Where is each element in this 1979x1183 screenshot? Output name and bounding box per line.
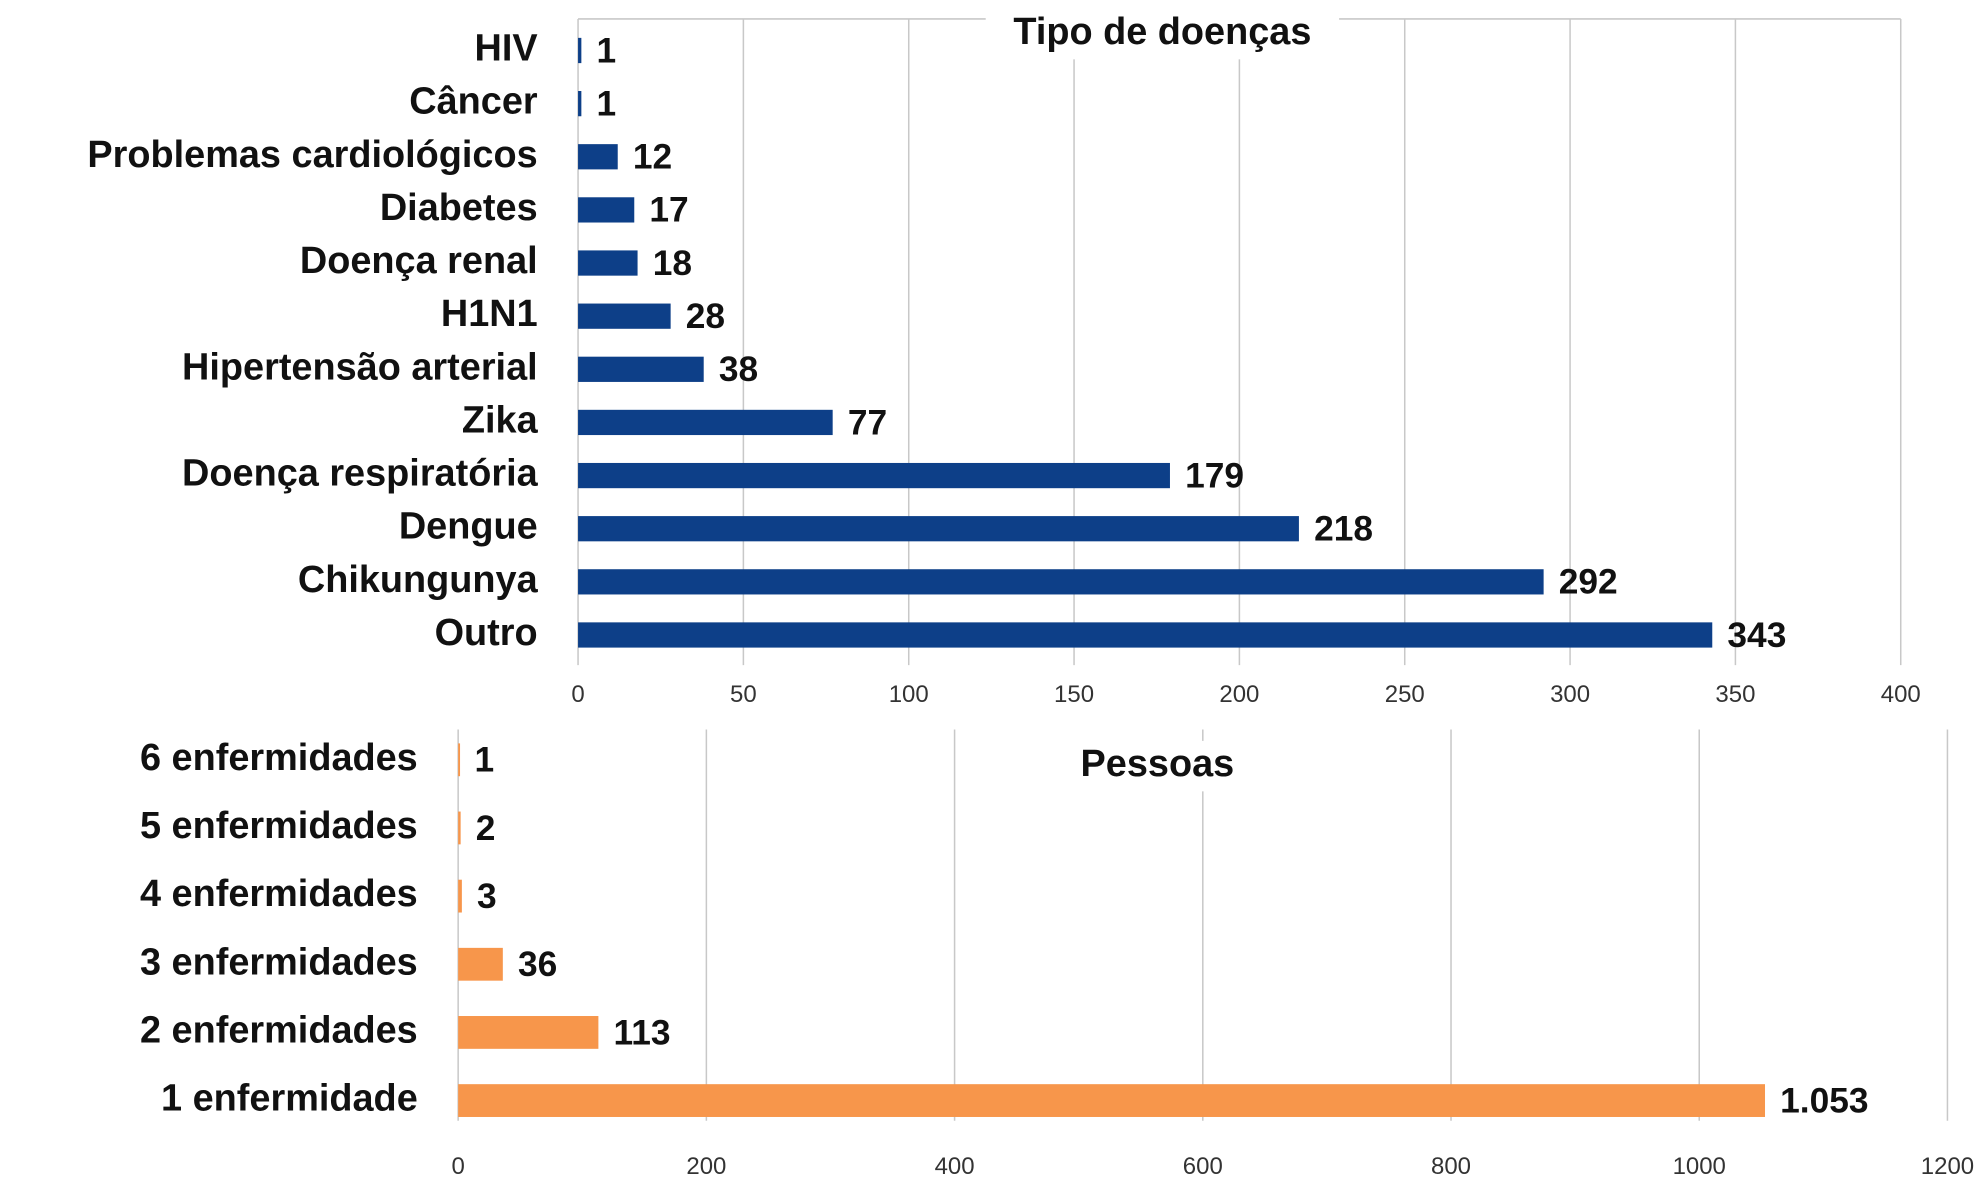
y-tick-label: Outro [435,612,538,654]
data-label: 36 [518,945,557,984]
x-tick-label: 0 [571,681,584,708]
data-label: 12 [633,138,672,177]
bar [458,879,462,913]
data-label: 1 [597,84,617,123]
data-label: 292 [1559,563,1618,602]
y-tick-label: 5 enfermidades [140,805,418,847]
x-tick-label: 1000 [1673,1153,1726,1180]
bar [578,144,618,170]
y-tick-label: 2 enfermidades [140,1009,418,1051]
x-tick-label: 250 [1385,681,1425,708]
data-label: 18 [653,244,692,283]
data-label: 113 [614,1013,671,1052]
data-label: 3 [477,877,497,916]
data-label: 28 [686,297,725,336]
data-label: 2 [476,809,496,848]
x-tick-label: 100 [889,681,929,708]
x-tick-label: 400 [935,1153,975,1180]
x-tick-label: 150 [1054,681,1094,708]
title-background [980,740,1335,792]
data-label: 38 [719,350,758,389]
y-tick-label: Hipertensão arterial [182,346,538,388]
data-label: 1.053 [1780,1081,1868,1120]
bar [578,303,671,329]
data-label: 179 [1185,456,1244,495]
bar [578,91,582,117]
x-tick-label: 200 [686,1153,726,1180]
y-tick-label: HIV [475,27,538,69]
chart-title: Tipo de doenças [1013,11,1311,53]
y-tick-label: Chikungunya [298,559,539,601]
y-tick-label: 1 enfermidade [161,1078,418,1120]
data-label: 1 [597,31,617,70]
bar [578,516,1299,542]
bar [578,250,638,276]
x-tick-label: 600 [1183,1153,1223,1180]
data-label: 343 [1727,616,1786,655]
y-tick-label: Zika [462,399,539,441]
bar [458,1016,599,1049]
bar [578,569,1544,595]
bar [578,462,1170,489]
y-tick-label: 6 enfermidades [140,737,418,779]
x-tick-label: 200 [1219,681,1259,708]
chart-title: Pessoas [1081,743,1235,785]
y-tick-label: H1N1 [441,293,538,335]
bar [578,409,833,436]
y-tick-label: Diabetes [380,187,538,229]
y-tick-label: 3 enfermidades [140,941,418,983]
x-tick-label: 1200 [1921,1153,1974,1180]
x-tick-label: 350 [1715,681,1755,708]
bar [578,197,635,223]
bar [578,37,582,64]
bar [458,1084,1766,1117]
data-label: 218 [1314,510,1373,549]
data-label: 1 [475,741,495,780]
x-tick-label: 300 [1550,681,1590,708]
x-tick-label: 50 [730,681,757,708]
y-tick-label: Problemas cardiológicos [87,134,537,176]
y-tick-label: Doença renal [300,240,538,282]
y-tick-label: 4 enfermidades [140,873,418,915]
x-tick-label: 800 [1431,1153,1471,1180]
data-label: 17 [649,191,688,230]
bar [458,743,461,777]
bar [458,811,461,845]
data-label: 77 [848,403,887,442]
y-tick-label: Doença respiratória [182,453,539,495]
bar [458,947,503,981]
bar [578,622,1713,648]
y-tick-label: Câncer [409,81,538,123]
y-tick-label: Dengue [399,506,538,548]
title-background [985,8,1340,60]
x-tick-label: 400 [1881,681,1921,708]
bar [578,356,704,382]
x-tick-label: 0 [451,1153,464,1180]
